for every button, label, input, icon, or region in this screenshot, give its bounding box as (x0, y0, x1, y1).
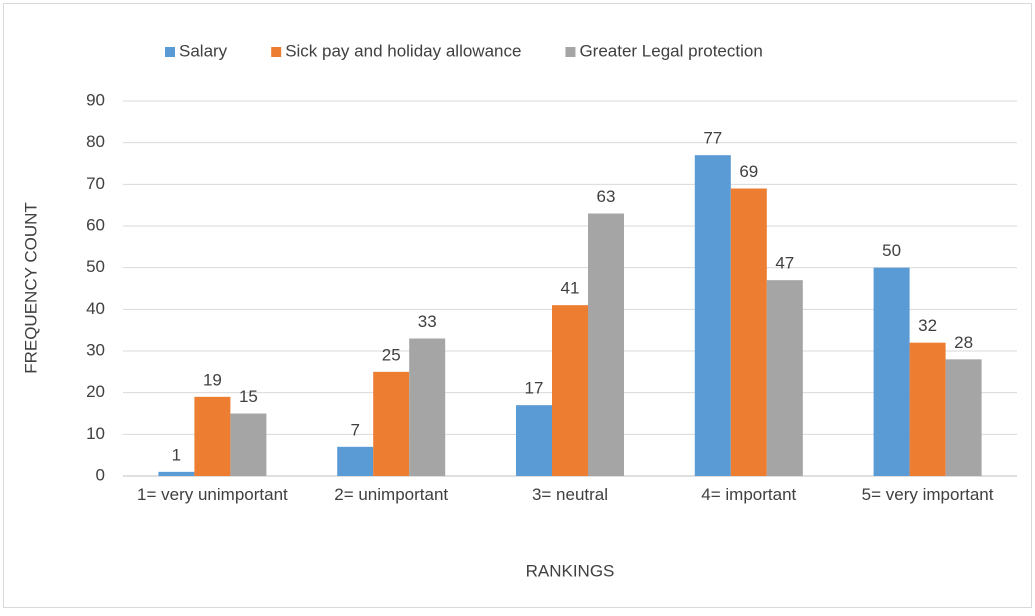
data-label: 32 (918, 316, 937, 335)
data-label: 69 (739, 162, 758, 181)
x-tick-label-box: 4= important (701, 485, 797, 504)
x-axis-title: RANKINGS (526, 561, 615, 580)
data-label: 41 (561, 279, 580, 298)
x-tick-label: 3= neutral (531, 485, 609, 504)
bar (158, 471, 195, 476)
y-tick-label: 30 (86, 340, 105, 359)
bar (945, 359, 982, 476)
x-tick-label: 1= very unimportant (137, 485, 288, 504)
x-tick-label: 2= unimportant (334, 485, 449, 504)
data-label: 15 (239, 387, 258, 406)
legend-swatch (565, 47, 576, 57)
y-tick-label: 70 (86, 174, 105, 193)
x-tick-label-box: 3= neutral (531, 485, 609, 504)
bar (909, 342, 946, 476)
x-tick-label: 5= very important (861, 485, 994, 504)
data-label: 7 (350, 420, 359, 439)
y-axis-title: FREQUENCY COUNT (21, 202, 40, 374)
data-label: 33 (418, 312, 437, 331)
y-tick-label: 20 (86, 382, 105, 401)
data-label: 25 (382, 345, 401, 364)
x-tick-label-box: 1= very unimportant (137, 485, 288, 504)
bar (373, 371, 410, 476)
y-tick-label: 40 (86, 299, 105, 318)
legend-label: Sick pay and holiday allowance (285, 41, 521, 60)
bar (409, 338, 446, 476)
x-tick-label-box: 2= unimportant (334, 485, 449, 504)
y-tick-label: 50 (86, 257, 105, 276)
bar (694, 155, 731, 476)
data-label: 28 (954, 333, 973, 352)
bar (194, 396, 231, 476)
data-label: 1 (172, 445, 181, 464)
data-label: 63 (597, 187, 616, 206)
bar (552, 305, 588, 476)
data-label: 19 (203, 370, 222, 389)
data-label: 77 (703, 129, 722, 148)
data-label: 17 (525, 379, 544, 398)
y-tick-label: 80 (86, 132, 105, 151)
bar (516, 405, 552, 476)
bar (766, 280, 803, 476)
bar (873, 267, 910, 476)
legend-swatch (165, 47, 175, 57)
x-tick-label: 4= important (701, 485, 797, 504)
data-label: 47 (775, 254, 794, 273)
bar (730, 188, 767, 476)
legend-swatch (271, 47, 282, 57)
legend-label: Salary (179, 41, 228, 60)
y-tick-label: 0 (96, 465, 105, 484)
y-tick-label: 60 (86, 215, 105, 234)
y-tick-label: 10 (86, 424, 105, 443)
x-tick-label-box: 5= very important (861, 485, 994, 504)
bar (337, 446, 374, 476)
chart-border (3, 3, 1032, 608)
bar (230, 413, 267, 476)
y-tick-label: 90 (86, 90, 105, 109)
bar (588, 213, 624, 476)
data-label: 50 (882, 241, 901, 260)
legend-label: Greater Legal protection (579, 41, 762, 60)
